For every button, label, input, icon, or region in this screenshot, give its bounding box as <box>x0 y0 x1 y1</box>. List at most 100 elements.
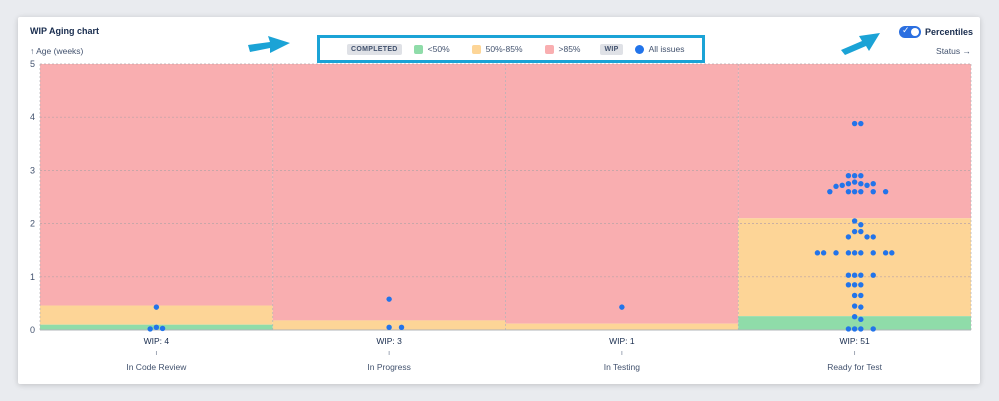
issue-point <box>870 326 876 332</box>
check-icon: ✓ <box>902 25 910 35</box>
y-tick-label: 4 <box>30 112 35 122</box>
wip-count-label: WIP: 1 <box>609 336 635 346</box>
band-above-85-in-progress <box>272 64 506 321</box>
issue-point <box>858 120 864 127</box>
legend-completed-tag: COMPLETED <box>347 43 402 55</box>
y-tick-label: 0 <box>30 325 35 335</box>
issue-point <box>882 188 889 195</box>
issue-point <box>851 179 858 185</box>
issue-point <box>820 250 827 256</box>
issue-point <box>398 324 405 331</box>
issue-point <box>851 218 858 224</box>
issue-point <box>851 272 858 278</box>
issue-point <box>870 272 876 278</box>
toggle-knob <box>911 28 919 36</box>
issue-point <box>845 250 852 256</box>
band-below-50-ready-for-test <box>738 316 971 330</box>
legend-label-p85: 50%-85% <box>485 44 523 54</box>
issue-point <box>851 228 858 235</box>
issue-point <box>851 303 858 309</box>
issue-point <box>851 173 858 179</box>
issue-point <box>858 326 864 332</box>
issue-point <box>851 120 858 127</box>
band-50-85-in-testing <box>505 323 739 330</box>
issue-point <box>845 181 852 187</box>
annotation-arrow-right <box>841 33 880 55</box>
issue-point <box>839 182 845 188</box>
issue-point <box>870 188 876 195</box>
issue-point <box>864 182 870 188</box>
x-axis-label: Status → <box>936 46 971 56</box>
issue-point <box>845 282 852 288</box>
band-50-85-ready-for-test <box>738 218 971 317</box>
chart-title: WIP Aging chart <box>30 26 100 36</box>
y-tick-label: 3 <box>30 165 35 175</box>
legend-dot-all-issues <box>634 44 644 54</box>
percentiles-toggle[interactable]: ✓ <box>899 25 921 38</box>
band-above-85-ready-for-test <box>738 64 971 219</box>
issue-point <box>851 250 858 256</box>
legend-item-all-issues: All issues <box>634 44 685 54</box>
issue-point <box>845 188 852 195</box>
issue-point <box>833 183 839 190</box>
issue-point <box>858 304 864 310</box>
issue-point <box>858 181 864 187</box>
legend-wip-tag: WIP <box>600 43 623 55</box>
band-above-85-in-code-review <box>40 64 273 306</box>
issue-point <box>845 326 852 332</box>
issue-point <box>858 272 864 278</box>
wip-count-label: WIP: 4 <box>144 336 170 346</box>
legend: COMPLETED <50% 50%-85% >85% WIP All issu… <box>317 35 705 63</box>
issue-point <box>851 188 858 195</box>
issue-point <box>147 326 153 332</box>
legend-item-p50: <50% <box>413 44 450 54</box>
status-label: In Code Review <box>126 362 187 372</box>
wip-count-label: WIP: 51 <box>840 336 871 346</box>
issue-point <box>870 234 876 240</box>
issue-point <box>858 282 864 288</box>
issue-point <box>858 316 864 323</box>
issue-point <box>619 304 625 310</box>
status-label: In Progress <box>367 362 410 372</box>
legend-item-p85: 50%-85% <box>471 44 523 54</box>
issue-point <box>858 292 864 299</box>
issue-point <box>833 250 839 256</box>
band-50-85-in-code-review <box>40 305 273 325</box>
legend-swatch-above <box>544 44 554 54</box>
issue-point <box>386 324 392 331</box>
percentiles-label: Percentiles <box>925 27 974 37</box>
issue-point <box>851 326 858 332</box>
issue-point <box>845 272 852 278</box>
issue-point <box>858 173 864 179</box>
issue-point <box>845 234 852 240</box>
issue-point <box>851 314 858 320</box>
issue-point <box>814 250 821 256</box>
legend-label-p50: <50% <box>427 44 450 54</box>
y-tick-label: 1 <box>30 272 35 282</box>
band-above-85-in-testing <box>505 64 739 324</box>
legend-label-above: >85% <box>558 44 581 54</box>
y-tick-label: 2 <box>30 219 35 229</box>
issue-point <box>889 250 895 256</box>
legend-label-all-issues: All issues <box>648 44 685 54</box>
status-label: In Testing <box>604 362 641 372</box>
issue-point <box>870 250 876 256</box>
legend-swatch-p85 <box>471 44 481 54</box>
issue-point <box>851 292 858 299</box>
y-axis-label: ↑ Age (weeks) <box>30 46 84 56</box>
issue-point <box>858 250 864 256</box>
issue-point <box>153 304 160 310</box>
issue-point <box>153 324 160 331</box>
issue-point <box>845 173 852 179</box>
status-label: Ready for Test <box>827 362 882 372</box>
issue-point <box>870 181 876 187</box>
legend-swatch-p50 <box>413 44 423 54</box>
issue-point <box>827 188 833 195</box>
issue-point <box>159 325 166 332</box>
annotation-arrow-left <box>248 36 290 53</box>
issue-point <box>858 228 864 235</box>
legend-item-above: >85% <box>544 44 581 54</box>
issue-point <box>386 296 392 302</box>
y-tick-label: 5 <box>30 59 35 69</box>
